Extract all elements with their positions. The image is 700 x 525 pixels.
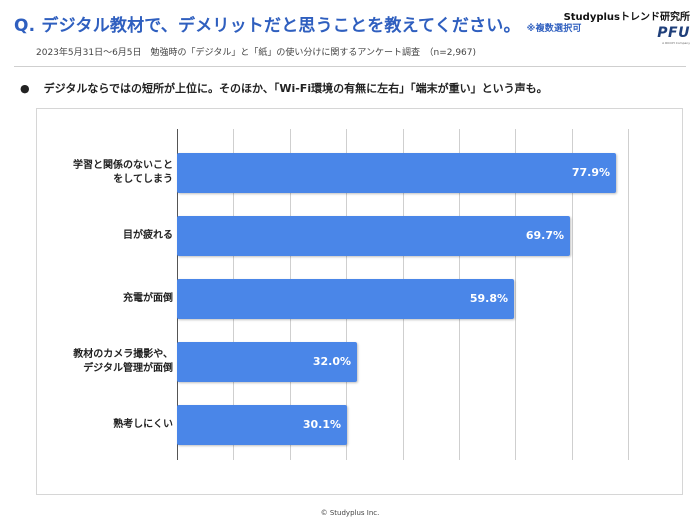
gridline [628, 129, 629, 460]
summary-text: デジタルならではの短所が上位に。そのほか、「Wi-Fi環境の有無に左右」「端末が… [43, 82, 548, 95]
category-label: 学習と関係のないことをしてしまう [73, 159, 173, 187]
brand-name: Studyplusトレンド研究所 [563, 12, 690, 23]
bar [177, 342, 357, 382]
pfu-logo: PFU [657, 25, 690, 41]
category-label-line: 教材のカメラ撮影や、 [73, 349, 173, 360]
chart-frame [36, 108, 683, 495]
category-label-line: をしてしまう [113, 174, 173, 185]
bar-value-label: 59.8% [469, 292, 508, 305]
category-label: 目が疲れる [123, 229, 173, 243]
question-text: Q. デジタル教材で、デメリットだと思うことを教えてください。 [14, 16, 521, 36]
bar [177, 405, 347, 445]
category-label: 熟考しにくい [113, 418, 173, 432]
bar-value-label: 77.9% [571, 166, 610, 179]
bar [177, 216, 570, 256]
copyright: © Studyplus Inc. [320, 509, 380, 517]
bar-value-label: 32.0% [312, 355, 351, 368]
bar [177, 279, 514, 319]
bar-value-label: 30.1% [302, 418, 341, 431]
survey-info: 2023年5月31日〜6月5日 勉強時の「デジタル」と「紙」の使い分けに関するア… [36, 48, 477, 58]
category-label-line: デジタル管理が面倒 [83, 363, 173, 374]
question-title: Q. デジタル教材で、デメリットだと思うことを教えてください。 ※複数選択可 [14, 11, 582, 36]
category-label-line: 学習と関係のないこと [73, 160, 173, 171]
gridline [572, 129, 573, 460]
brand-block: Studyplusトレンド研究所 PFU A RICOH Company [564, 8, 690, 45]
bar-value-label: 69.7% [525, 229, 564, 242]
header-divider [14, 66, 686, 67]
category-label: 充電が面倒 [123, 292, 173, 306]
category-label-line: 目が疲れる [123, 230, 173, 241]
logo-subtext: A RICOH Company [662, 41, 690, 45]
category-label-line: 充電が面倒 [123, 293, 173, 304]
bullet-icon: ● [20, 82, 30, 95]
gridline [515, 129, 516, 460]
bar [177, 153, 616, 193]
summary-line: ● デジタルならではの短所が上位に。そのほか、「Wi-Fi環境の有無に左右」「端末… [20, 80, 548, 96]
category-label-line: 熟考しにくい [113, 419, 173, 430]
multiple-choice-note: ※複数選択可 [526, 24, 582, 34]
category-label: 教材のカメラ撮影や、デジタル管理が面倒 [73, 348, 173, 376]
